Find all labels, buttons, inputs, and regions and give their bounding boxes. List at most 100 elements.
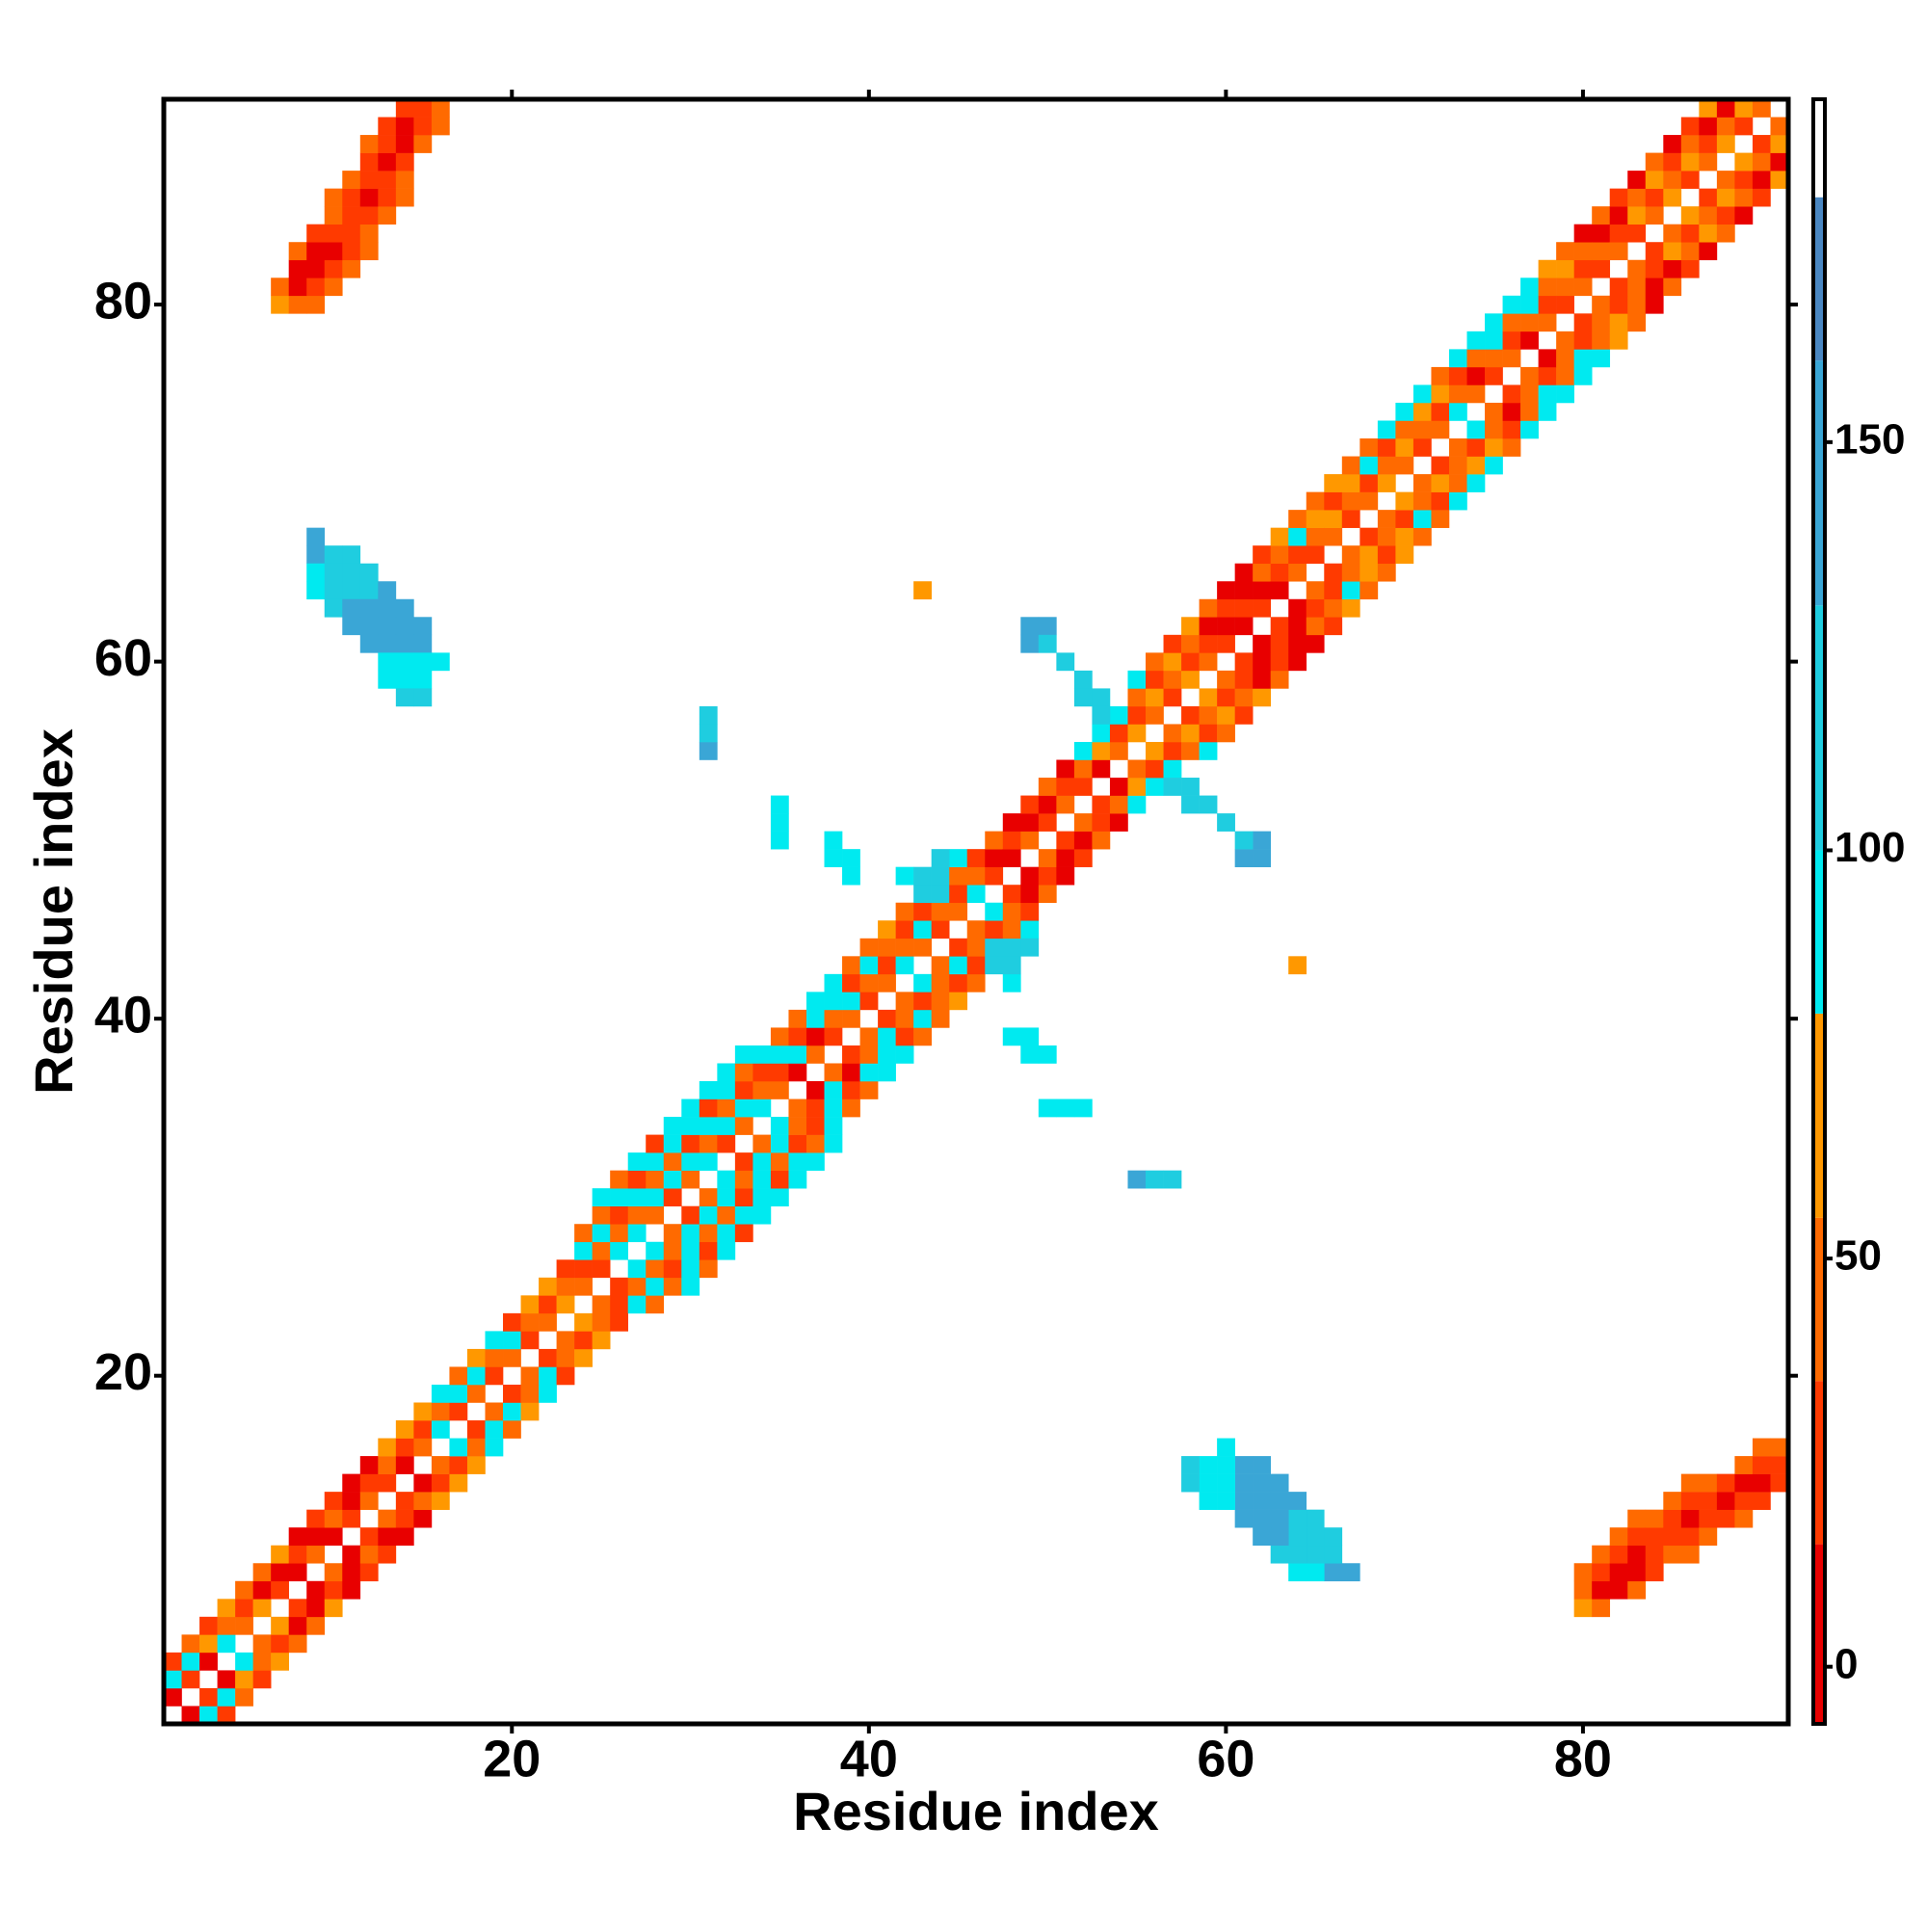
heatmap-cell [306,527,326,546]
heatmap-cell [1288,563,1307,582]
heatmap-cell [1573,1563,1593,1582]
heatmap-cell [770,1170,789,1189]
heatmap-cell [431,99,450,118]
heatmap-cell [610,1277,629,1296]
heatmap-cell [466,1366,486,1386]
heatmap-cell [966,973,986,992]
heatmap-cell [788,1170,807,1189]
heatmap-cell [824,1098,843,1118]
heatmap-cell [717,1117,736,1135]
heatmap-cell [1073,1098,1093,1118]
heatmap-cell [824,1009,843,1028]
heatmap-cell [770,1134,789,1153]
heatmap-cell [1306,598,1325,618]
heatmap-cell [1253,670,1272,689]
heatmap-cell [1288,545,1307,565]
heatmap-cell [1341,491,1360,511]
heatmap-cell [1627,295,1647,314]
heatmap-cell [1217,1492,1235,1510]
heatmap-cell [1645,242,1664,261]
heatmap-cell [1431,456,1450,475]
heatmap-cell [342,1492,361,1510]
heatmap-cell [895,1045,914,1064]
heatmap-cell [342,545,361,565]
heatmap-cell [1056,1098,1075,1118]
heatmap-cell [395,1492,414,1510]
heatmap-cell [1448,491,1467,511]
heatmap-cell [949,956,968,975]
heatmap-cell [949,902,968,921]
heatmap-cell [985,938,1004,957]
heatmap-cell [1341,1563,1360,1582]
heatmap-cell [913,1009,932,1028]
heatmap-cell [1217,617,1235,636]
heatmap-cell [1448,366,1467,385]
heatmap-cell [556,1295,575,1314]
heatmap-cell [395,1509,414,1528]
heatmap-cell [1253,831,1272,850]
heatmap-cell [1663,242,1682,261]
heatmap-cell [859,973,879,992]
heatmap-cell [1181,670,1200,689]
heatmap-cell [734,1152,753,1171]
heatmap-cell [1502,438,1521,457]
heatmap-cell [1288,1563,1307,1582]
heatmap-cell [1431,366,1450,385]
heatmap-cell [1609,206,1628,225]
heatmap-cell [1288,1492,1307,1510]
heatmap-cell [770,1188,789,1207]
heatmap-cell [1217,724,1235,743]
heatmap-cell [288,1616,307,1635]
heatmap-cell [413,135,433,153]
heatmap-cell [931,992,950,1011]
heatmap-cell [288,259,307,278]
y-tick-label: 80 [94,272,152,330]
heatmap-cell [520,1366,540,1386]
heatmap-cell [1109,724,1128,743]
heatmap-cell [395,152,414,172]
heatmap-cell [1502,384,1521,404]
heatmap-cell [1073,813,1093,832]
heatmap-cell [752,1134,772,1153]
heatmap-cell [717,1134,736,1153]
heatmap-cell [985,831,1004,850]
heatmap-cell [1234,581,1254,600]
heatmap-cell [842,992,860,1011]
heatmap-cell [574,1224,593,1243]
heatmap-cell [627,1188,647,1207]
heatmap-cell [1680,117,1700,136]
heatmap-cell [842,956,860,975]
heatmap-cell [1502,402,1521,421]
heatmap-cell [1663,259,1682,278]
heatmap-cell [1092,724,1111,743]
heatmap-cell [1592,206,1611,225]
heatmap-cell [395,634,414,653]
colorbar-segment [1813,197,1825,361]
heatmap-cell [842,1045,860,1064]
heatmap-cell [805,1027,825,1046]
heatmap-cell [217,1599,236,1618]
heatmap-cell [324,259,343,278]
heatmap-cell [610,1312,629,1332]
heatmap-cell [378,581,397,600]
heatmap-cell [1609,1563,1628,1582]
heatmap-cell [1592,1563,1611,1582]
heatmap-cell [449,1456,468,1474]
heatmap-cell [1573,313,1593,332]
heatmap-cell [681,1205,700,1225]
heatmap-cell [699,1117,718,1135]
heatmap-cell [252,1599,272,1618]
heatmap-cell [1127,759,1147,779]
heatmap-cell [592,1331,611,1350]
heatmap-cell [1485,402,1503,421]
heatmap-cell [627,1277,647,1296]
heatmap-cell [646,1259,665,1279]
heatmap-cell [1181,1456,1200,1474]
heatmap-cell [466,1384,486,1403]
heatmap-cell [770,1152,789,1171]
heatmap-cell [1431,510,1450,528]
heatmap-cell [1752,152,1771,172]
heatmap-cell [1412,510,1432,528]
colorbar-segment [1813,1217,1825,1382]
heatmap-cell [359,581,379,600]
